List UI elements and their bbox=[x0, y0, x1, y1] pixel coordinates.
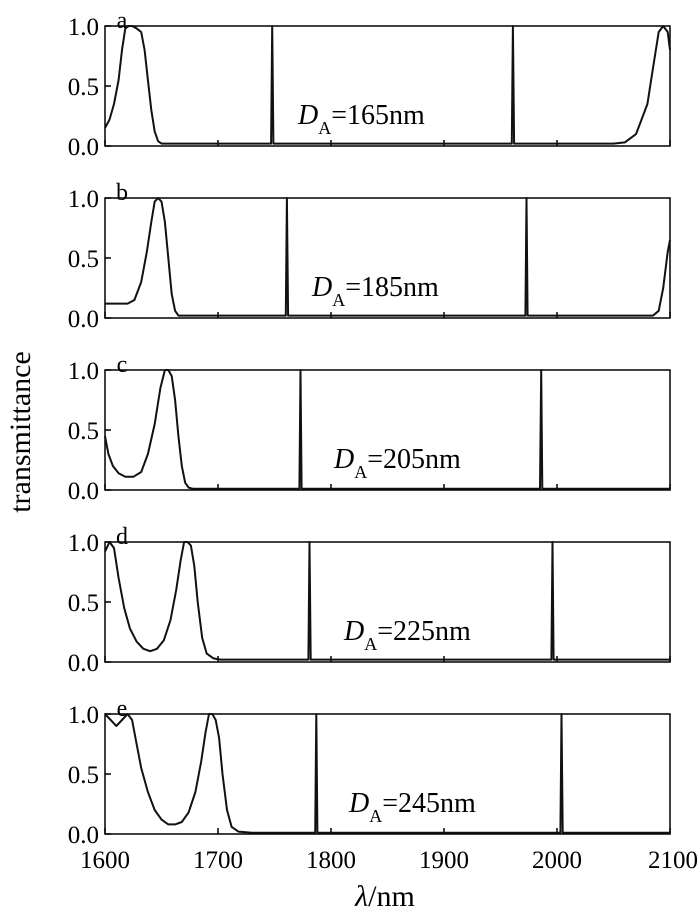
y-tick-label: 1.0 bbox=[68, 14, 99, 41]
thickness-annotation: DA=165nm bbox=[297, 100, 425, 138]
annotation-value: =245nm bbox=[382, 788, 476, 819]
y-tick-label: 0.0 bbox=[68, 134, 99, 161]
panel-label: c bbox=[117, 352, 128, 378]
annotation-value: =205nm bbox=[367, 444, 461, 475]
x-tick-label: 1700 bbox=[193, 847, 243, 874]
y-tick-label: 0.0 bbox=[68, 478, 99, 505]
transmittance-curve-a bbox=[104, 25, 671, 145]
y-tick-label: 1.0 bbox=[68, 186, 99, 213]
x-axis-tick-labels: 1600 1700 1800 1900 2000 2100 bbox=[80, 847, 698, 874]
transmittance-curve-b bbox=[105, 197, 671, 317]
annotation-value: =165nm bbox=[331, 100, 425, 131]
annotation-subscript: A bbox=[332, 290, 345, 310]
panel-b: 0.0 0.5 1.0 b DA=185nm bbox=[68, 180, 671, 333]
annotation-value: =225nm bbox=[377, 616, 471, 647]
x-axis-unit: /nm bbox=[368, 880, 415, 912]
annotation-symbol: D bbox=[343, 616, 364, 647]
x-tick-label: 2000 bbox=[532, 847, 582, 874]
x-axis-symbol: λ bbox=[354, 880, 368, 912]
thickness-annotation: DA=205nm bbox=[333, 444, 461, 482]
panel-a: 0.0 0.5 1.0 a DA=165nm bbox=[68, 8, 671, 161]
panel-label: d bbox=[116, 524, 128, 550]
x-tick-label: 2100 bbox=[648, 847, 698, 874]
panel-label: b bbox=[116, 180, 128, 206]
y-tick-label: 0.5 bbox=[68, 246, 99, 273]
x-tick-label: 1800 bbox=[306, 847, 356, 874]
transmittance-curve-c bbox=[104, 369, 670, 490]
y-tick-label: 0.5 bbox=[68, 74, 99, 101]
y-tick-label: 0.5 bbox=[68, 418, 99, 445]
y-tick-label: 0.0 bbox=[68, 650, 99, 677]
transmittance-curve-e bbox=[104, 713, 670, 834]
y-tick-label: 0.0 bbox=[68, 822, 99, 849]
panel-label: a bbox=[117, 8, 128, 34]
x-axis-title: λ/nm bbox=[354, 880, 415, 912]
annotation-subscript: A bbox=[364, 634, 377, 654]
annotation-symbol: D bbox=[348, 788, 369, 819]
annotation-subscript: A bbox=[354, 462, 367, 482]
panel-c: 0.0 0.5 1.0 c DA=205nm bbox=[68, 352, 671, 505]
annotation-symbol: D bbox=[297, 100, 318, 131]
thickness-annotation: DA=185nm bbox=[311, 272, 439, 310]
annotation-value: =185nm bbox=[345, 272, 439, 303]
y-tick-label: 0.5 bbox=[68, 590, 99, 617]
panel-e: 0.0 0.5 1.0 e DA=245nm bbox=[68, 696, 671, 849]
annotation-symbol: D bbox=[333, 444, 354, 475]
thickness-annotation: DA=225nm bbox=[343, 616, 471, 654]
annotation-subscript: A bbox=[318, 118, 331, 138]
x-tick-label: 1900 bbox=[419, 847, 469, 874]
annotation-subscript: A bbox=[369, 806, 382, 826]
transmittance-curve-d bbox=[104, 541, 670, 661]
y-tick-label: 1.0 bbox=[68, 702, 99, 729]
x-tick-label: 1600 bbox=[80, 847, 130, 874]
y-tick-label: 0.0 bbox=[68, 306, 99, 333]
annotation-symbol: D bbox=[311, 272, 332, 303]
thickness-annotation: DA=245nm bbox=[348, 788, 476, 826]
y-tick-label: 0.5 bbox=[68, 762, 99, 789]
y-axis-title: transmittance bbox=[4, 351, 37, 513]
y-tick-label: 1.0 bbox=[68, 358, 99, 385]
y-tick-label: 1.0 bbox=[68, 530, 99, 557]
panel-label: e bbox=[117, 696, 128, 722]
panel-d: 0.0 0.5 1.0 d DA=225nm bbox=[68, 524, 671, 677]
